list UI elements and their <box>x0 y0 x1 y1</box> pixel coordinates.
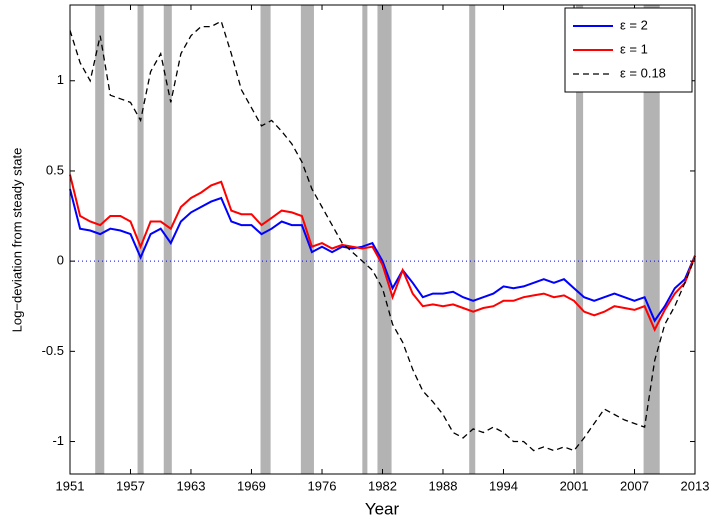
x-axis-label: Year <box>365 499 400 518</box>
recession-band <box>95 5 105 474</box>
legend-label: ε = 1 <box>620 41 648 56</box>
x-tick-label: 1957 <box>116 478 145 493</box>
x-tick-label: 2001 <box>560 478 589 493</box>
x-tick-label: 1963 <box>177 478 206 493</box>
x-tick-label: 1951 <box>56 478 85 493</box>
y-tick-label: 1 <box>57 72 64 87</box>
x-tick-label: 1994 <box>489 478 518 493</box>
recession-band <box>469 5 476 474</box>
x-tick-label: 2013 <box>681 478 710 493</box>
x-tick-label: 1982 <box>368 478 397 493</box>
x-tick-label: 1976 <box>308 478 337 493</box>
y-tick-label: 0 <box>57 253 64 268</box>
recession-band <box>576 5 584 474</box>
x-tick-label: 1969 <box>237 478 266 493</box>
legend-label: ε = 0.18 <box>620 65 666 80</box>
recession-band <box>377 5 392 474</box>
x-tick-label: 2007 <box>620 478 649 493</box>
recession-band <box>362 5 368 474</box>
y-tick-label: -0.5 <box>42 343 64 358</box>
legend-label: ε = 2 <box>620 17 648 32</box>
recession-band <box>260 5 271 474</box>
y-tick-label: 0.5 <box>46 162 64 177</box>
y-tick-label: -1 <box>52 433 64 448</box>
recession-band <box>137 5 144 474</box>
series-line <box>69 188 696 323</box>
x-tick-label: 1988 <box>429 478 458 493</box>
series-line <box>69 174 696 333</box>
y-axis-label: Log−deviation from steady state <box>9 148 24 333</box>
legend: ε = 2 ε = 1 ε = 0.18 <box>564 7 693 93</box>
